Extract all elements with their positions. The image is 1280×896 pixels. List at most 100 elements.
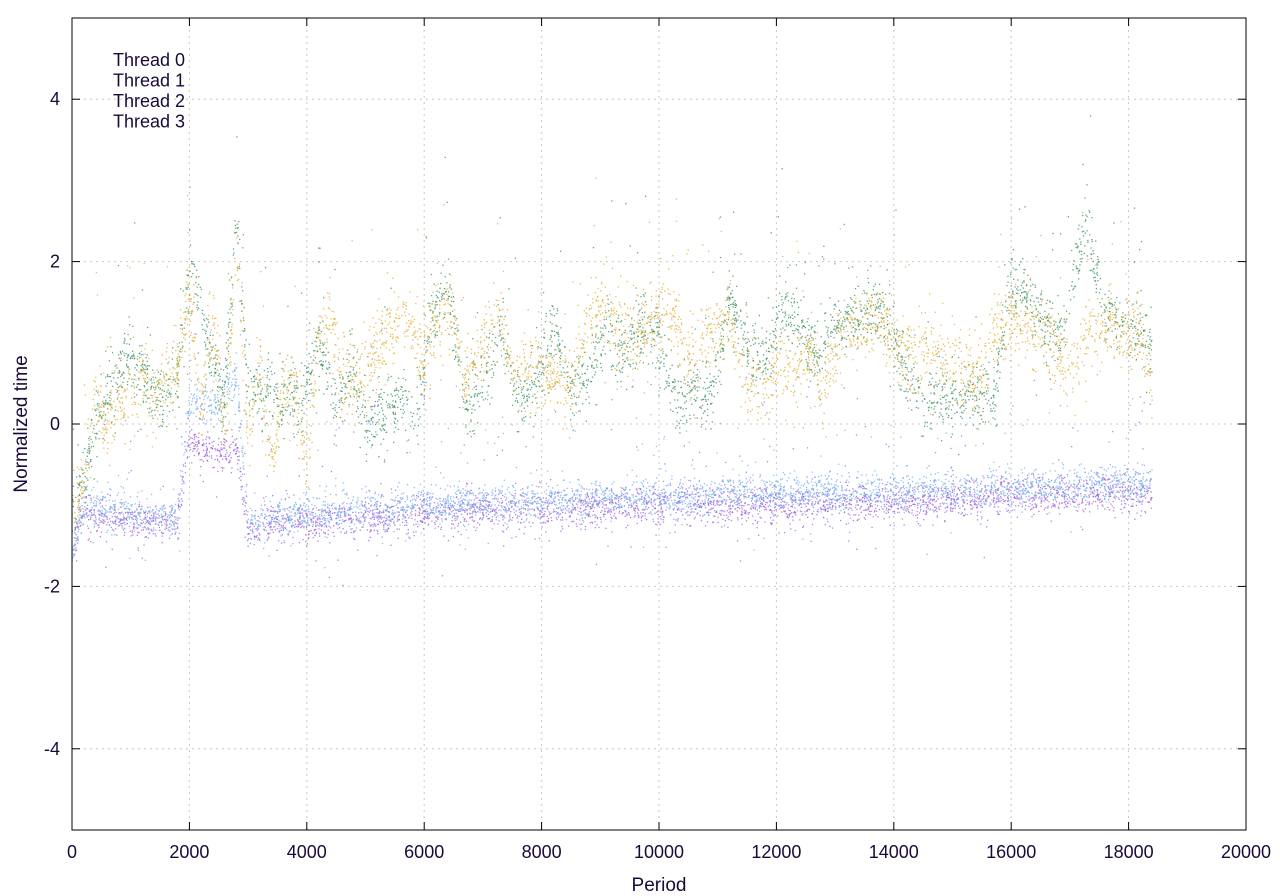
data-point xyxy=(1057,328,1059,330)
data-point xyxy=(571,425,573,428)
data-point xyxy=(602,302,604,304)
data-point xyxy=(403,332,405,334)
data-point xyxy=(631,333,633,335)
data-point xyxy=(889,334,892,336)
data-point xyxy=(733,327,736,329)
data-point xyxy=(199,296,202,299)
data-point xyxy=(1019,299,1021,301)
data-point xyxy=(1009,338,1011,340)
data-point xyxy=(270,386,272,388)
data-point xyxy=(979,369,981,371)
data-point xyxy=(339,416,342,419)
data-point xyxy=(92,431,94,433)
data-point xyxy=(150,378,152,380)
data-point xyxy=(167,378,169,380)
data-point xyxy=(267,388,269,390)
data-point xyxy=(176,397,179,399)
data-point xyxy=(1055,328,1057,330)
data-point xyxy=(602,327,604,329)
data-point xyxy=(795,401,797,403)
data-point xyxy=(965,401,967,404)
data-point xyxy=(501,323,503,325)
data-point xyxy=(700,406,702,408)
data-point xyxy=(203,365,205,367)
data-point xyxy=(755,385,757,387)
data-point xyxy=(405,429,407,432)
data-point xyxy=(806,321,808,323)
data-point xyxy=(308,378,311,381)
data-point xyxy=(770,346,773,349)
data-point xyxy=(637,295,639,297)
data-point xyxy=(956,345,958,347)
data-point xyxy=(932,327,935,329)
data-point xyxy=(542,405,545,407)
data-point xyxy=(1058,344,1061,347)
data-point xyxy=(361,411,364,413)
data-point xyxy=(742,334,744,336)
data-point xyxy=(747,389,749,391)
data-point xyxy=(731,324,734,327)
data-point xyxy=(489,346,492,349)
data-point xyxy=(1147,347,1150,349)
data-point xyxy=(305,483,307,485)
data-point xyxy=(695,377,697,379)
data-point xyxy=(319,329,321,331)
data-point xyxy=(1043,362,1045,364)
data-point xyxy=(795,379,797,381)
data-point xyxy=(419,323,421,325)
data-point xyxy=(392,411,394,413)
data-point xyxy=(824,312,826,314)
data-point xyxy=(449,312,451,314)
data-point xyxy=(804,261,806,263)
data-point xyxy=(377,404,379,406)
data-point xyxy=(221,421,223,423)
data-point xyxy=(472,388,474,390)
data-point xyxy=(371,409,373,411)
data-point xyxy=(288,389,290,392)
data-point xyxy=(900,342,903,344)
data-point xyxy=(503,328,505,330)
data-point xyxy=(169,391,171,393)
data-point xyxy=(934,360,936,362)
data-point xyxy=(151,446,154,448)
data-point xyxy=(883,337,885,339)
data-point xyxy=(372,375,374,377)
data-point xyxy=(912,375,915,377)
data-point xyxy=(720,371,722,373)
data-point xyxy=(491,340,493,342)
data-point xyxy=(96,433,98,435)
data-point xyxy=(152,376,154,378)
data-point xyxy=(1026,296,1028,299)
data-point xyxy=(543,337,546,339)
data-point xyxy=(279,353,281,355)
data-point xyxy=(280,424,283,426)
data-point xyxy=(929,427,931,430)
data-point xyxy=(142,353,144,356)
data-point xyxy=(534,383,536,386)
data-point xyxy=(1022,297,1024,299)
data-point xyxy=(228,421,230,423)
data-point xyxy=(450,296,452,298)
data-point xyxy=(796,329,799,331)
data-point xyxy=(1099,278,1102,280)
data-point xyxy=(636,328,638,330)
data-point xyxy=(1082,339,1084,341)
data-point xyxy=(526,399,528,402)
data-point xyxy=(710,393,713,395)
data-point xyxy=(417,408,419,410)
data-point xyxy=(422,366,424,369)
data-point xyxy=(270,370,272,373)
data-point xyxy=(198,283,200,286)
data-point xyxy=(320,360,322,362)
data-point xyxy=(734,303,737,305)
data-point xyxy=(174,378,176,380)
data-point xyxy=(104,404,106,406)
data-point xyxy=(305,491,308,494)
data-point xyxy=(1076,267,1078,270)
data-point xyxy=(595,359,597,361)
data-point xyxy=(1150,340,1153,343)
data-point xyxy=(1019,289,1021,291)
data-point xyxy=(787,292,789,294)
data-point xyxy=(166,374,168,376)
data-point xyxy=(625,357,628,360)
